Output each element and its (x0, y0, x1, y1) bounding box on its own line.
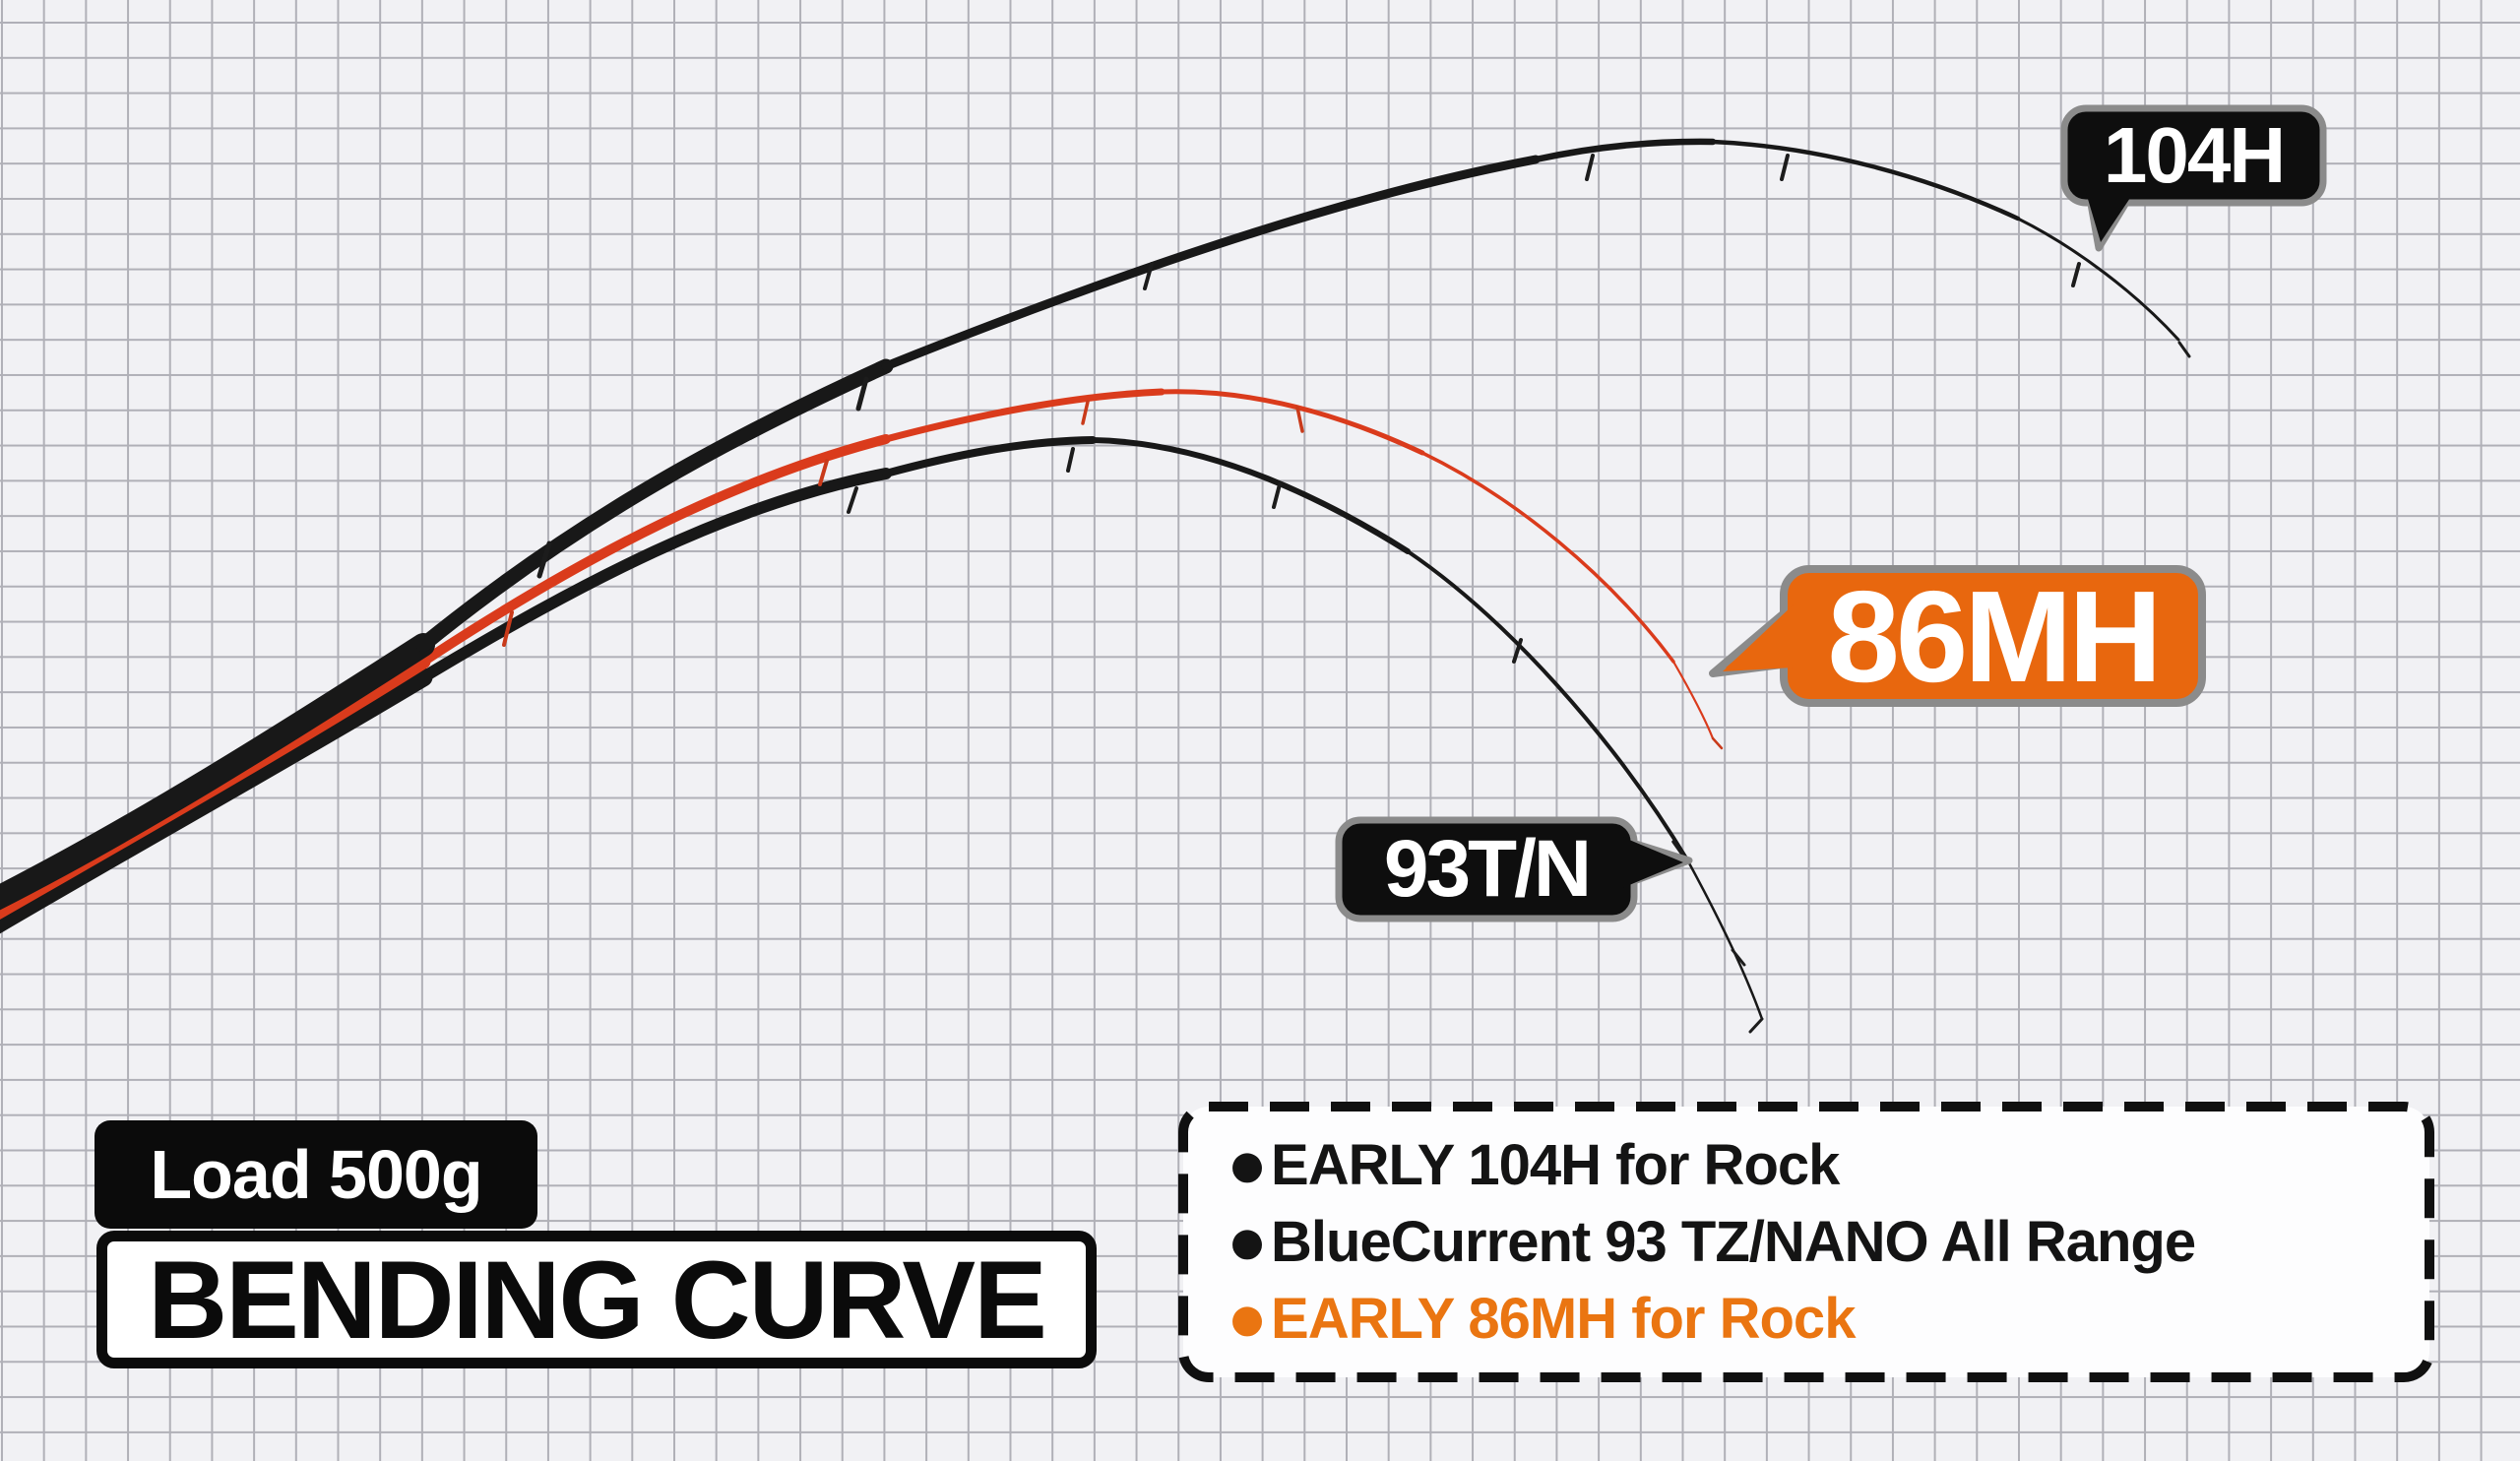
legend-item-label: BlueCurrent 93 TZ/NANO All Range (1271, 1210, 2196, 1274)
legend-item-label: EARLY 86MH for Rock (1271, 1287, 1856, 1351)
page-title: BENDING CURVE (96, 1231, 1097, 1368)
load-badge: Load 500g (94, 1120, 537, 1229)
callout-label-86mh: 86MH (1827, 563, 2162, 709)
legend-frame (1178, 1102, 2434, 1382)
callout-bubble-104h (2060, 104, 2327, 252)
legend-item-label: EARLY 104H for Rock (1271, 1133, 1840, 1197)
curve-104h (0, 138, 2180, 911)
callout-bubble-93tn (1335, 816, 1693, 922)
rod-guides-104h (536, 154, 2191, 579)
legend-item-104h: ● EARLY 104H for Rock (1227, 1124, 1840, 1202)
legend-item-86mh: ● EARLY 86MH for Rock (1227, 1278, 1856, 1356)
rod-guides-93tn (847, 447, 1764, 1034)
callout-label-104h: 104H (2103, 111, 2286, 199)
rod-guides-86mh (502, 400, 1724, 750)
callout-bubble-86mh (1709, 565, 2206, 707)
callout-label-93tn: 93T/N (1383, 824, 1592, 914)
legend-item-93tn: ● BlueCurrent 93 TZ/NANO All Range (1227, 1201, 2196, 1279)
legend: ● EARLY 104H for Rock ● BlueCurrent 93 T… (1183, 1107, 2429, 1377)
curve-93tn (0, 436, 1764, 1021)
